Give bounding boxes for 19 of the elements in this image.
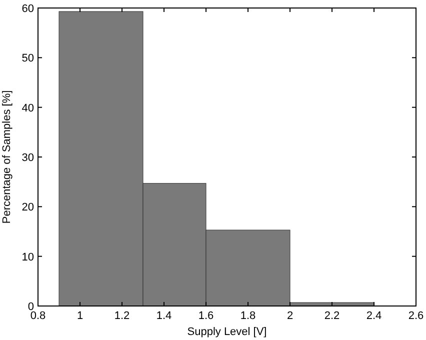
x-tick-label: 1.4: [156, 310, 172, 322]
x-tick-label: 1.2: [114, 310, 130, 322]
x-tick-label: 2: [286, 310, 294, 322]
y-tick-label: 30: [22, 152, 34, 164]
y-tick-label: 0: [28, 301, 34, 313]
x-tick-label: 2.6: [408, 310, 424, 322]
x-tick-label: 1.6: [198, 310, 214, 322]
y-tick-label: 20: [22, 202, 34, 214]
x-axis-title: Supply Level [V]: [187, 326, 267, 338]
y-tick-label: 40: [22, 102, 34, 114]
y-tick-label: 50: [22, 52, 34, 65]
x-tick-label: 1: [76, 310, 84, 322]
y-tick-label: 60: [22, 3, 34, 15]
x-tick-label: 1.8: [240, 310, 256, 322]
y-tick-label: 10: [22, 251, 34, 264]
x-tick-label: 2.4: [366, 310, 382, 322]
x-tick-label: 0.8: [30, 310, 46, 322]
x-tick-label: 2.2: [324, 310, 340, 322]
y-axis-title: Percentage of Samples [%]: [1, 90, 13, 224]
